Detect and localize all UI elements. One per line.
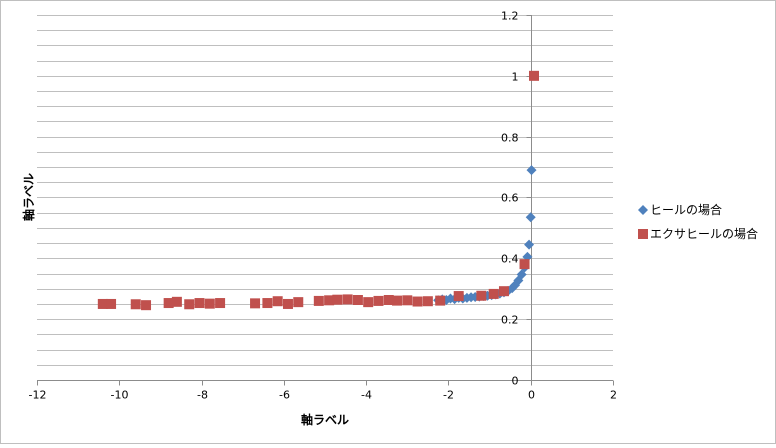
data-point-square (293, 297, 304, 308)
data-point-square (519, 259, 530, 270)
x-tick-label: 2 (610, 389, 617, 402)
tick-labels: -12 -10 -8 -6 -4 -2 0 2 0 0.2 0.4 0.6 0.8 1 1.2 (29, 10, 617, 402)
x-tick-label: -4 (361, 389, 372, 402)
gridlines (37, 15, 613, 366)
data-point-square (476, 290, 487, 301)
data-point-square (215, 298, 226, 309)
data-point-square (163, 298, 174, 309)
data-point-square (171, 296, 182, 307)
data-point-square (402, 295, 413, 306)
x-tick-label: 0 (528, 389, 535, 402)
data-point-square (324, 295, 335, 306)
data-point-diamond (525, 212, 536, 223)
y-tick-label: 0 (512, 375, 519, 388)
x-tick-label: -2 (443, 389, 454, 402)
x-axis-title: 軸ラベル (301, 412, 349, 427)
data-point-diamond (526, 165, 537, 176)
legend-label-1: ヒールの場合 (650, 202, 722, 217)
x-tick-label: -12 (29, 389, 47, 402)
data-point-square (313, 295, 324, 306)
data-point-square (412, 296, 423, 307)
data-point-square (250, 298, 261, 309)
axes (37, 15, 614, 386)
legend-label-2: エクサヒールの場合 (650, 226, 758, 241)
data-point-square (342, 294, 353, 305)
data-point-square (184, 299, 195, 310)
data-series (97, 70, 540, 311)
data-point-square (453, 291, 464, 302)
data-point-square (529, 70, 540, 81)
legend-marker-1 (638, 205, 648, 215)
y-tick-label: 0.6 (501, 192, 519, 205)
data-point-square (363, 297, 374, 308)
data-point-square (435, 295, 446, 306)
x-tick-label: -8 (197, 389, 208, 402)
data-point-square (498, 286, 509, 297)
data-point-diamond (524, 239, 535, 250)
data-point-square (106, 298, 117, 309)
data-point-square (392, 295, 402, 306)
data-point-square (488, 288, 499, 299)
data-point-square (272, 296, 283, 307)
data-point-square (352, 295, 363, 306)
data-point-square (332, 294, 343, 305)
data-point-square (194, 298, 205, 309)
data-point-square (204, 298, 215, 309)
data-point-square (141, 300, 152, 311)
y-axis-title: 軸ラベル (21, 173, 36, 221)
x-tick-label: -6 (279, 389, 290, 402)
x-tick-label: -10 (111, 389, 129, 402)
data-point-square (383, 295, 394, 306)
series-1 (433, 165, 537, 306)
y-tick-label: 1.2 (501, 10, 519, 23)
data-point-square (97, 298, 108, 309)
y-tick-label: 0.8 (501, 132, 519, 145)
y-tick-label: 0.4 (501, 253, 519, 266)
data-point-square (130, 299, 141, 310)
legend-marker-2 (638, 229, 648, 239)
data-point-square (422, 296, 433, 307)
y-tick-label: 0.2 (501, 314, 519, 327)
data-point-square (373, 295, 384, 306)
data-point-square (282, 298, 293, 309)
y-tick-label: 1 (512, 71, 519, 84)
data-point-square (262, 298, 273, 309)
series-2 (97, 70, 540, 311)
